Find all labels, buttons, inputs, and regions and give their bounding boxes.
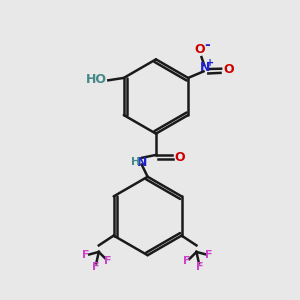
Text: H: H (130, 157, 140, 167)
Text: F: F (92, 262, 99, 272)
Text: F: F (82, 250, 90, 260)
Text: F: F (196, 262, 203, 272)
Text: HO: HO (86, 73, 107, 86)
Text: F: F (183, 256, 191, 266)
Text: F: F (104, 256, 112, 266)
Text: F: F (206, 250, 213, 260)
Text: N: N (137, 156, 148, 169)
Text: -: - (205, 38, 210, 52)
Text: O: O (175, 151, 185, 164)
Text: N: N (200, 61, 210, 74)
Text: +: + (206, 58, 214, 68)
Text: O: O (223, 63, 234, 76)
Text: O: O (195, 44, 205, 56)
